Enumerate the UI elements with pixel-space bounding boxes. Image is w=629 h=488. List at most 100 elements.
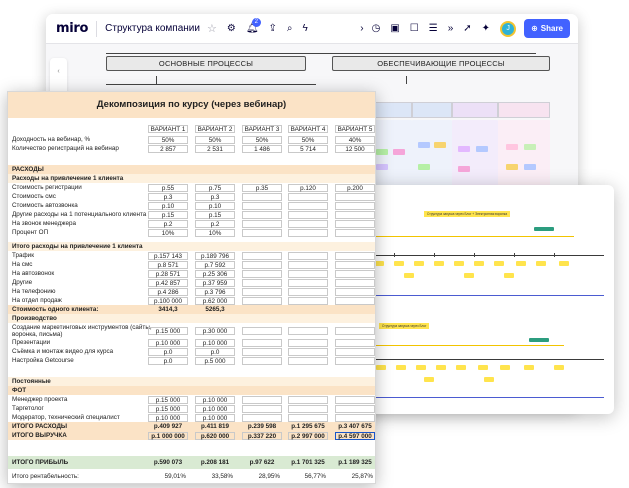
table-cell[interactable] xyxy=(242,404,282,413)
sticky-note[interactable] xyxy=(524,164,536,170)
table-cell[interactable]: р.15 000 xyxy=(148,326,188,335)
sticky-note[interactable] xyxy=(476,146,488,152)
table-cell[interactable] xyxy=(288,413,328,422)
table-cell[interactable] xyxy=(288,219,328,228)
sticky-note[interactable] xyxy=(418,142,430,148)
table-cell[interactable]: 2 531 xyxy=(195,144,235,153)
table-cell[interactable] xyxy=(288,356,328,365)
sticky-note[interactable] xyxy=(376,164,388,170)
table-cell[interactable] xyxy=(288,296,328,305)
table-cell[interactable] xyxy=(242,306,282,314)
table-cell[interactable] xyxy=(242,192,282,201)
table-cell[interactable]: р.189 796 xyxy=(195,251,235,260)
table-cell[interactable] xyxy=(335,269,375,278)
timeline-note[interactable] xyxy=(404,273,414,278)
table-cell[interactable]: р.409 927 xyxy=(153,422,183,430)
table-cell[interactable] xyxy=(288,338,328,347)
table-cell[interactable] xyxy=(242,278,282,287)
table-cell[interactable]: р.30 000 xyxy=(195,326,235,335)
table-cell[interactable]: 50% xyxy=(242,135,282,144)
table-cell[interactable]: р.42 857 xyxy=(148,278,188,287)
table-cell[interactable] xyxy=(242,326,282,335)
table-cell[interactable]: р.10 000 xyxy=(195,395,235,404)
table-cell[interactable] xyxy=(242,228,282,237)
table-cell[interactable]: 12 500 xyxy=(335,144,375,153)
timeline-note[interactable] xyxy=(524,365,534,370)
table-cell[interactable] xyxy=(335,251,375,260)
row-label[interactable]: Стоимость смс xyxy=(12,193,56,200)
table-cell[interactable] xyxy=(288,287,328,296)
table-cell[interactable]: 3414,3 xyxy=(158,305,178,313)
row-label[interactable]: Стоимость автозвонка xyxy=(12,202,78,209)
timeline-note[interactable] xyxy=(516,261,526,266)
table-cell[interactable]: р.0 xyxy=(195,347,235,356)
timeline-note[interactable] xyxy=(484,377,494,382)
table-cell[interactable] xyxy=(288,201,328,210)
table-cell[interactable]: 50% xyxy=(288,135,328,144)
table-cell[interactable] xyxy=(335,413,375,422)
table-cell[interactable] xyxy=(288,395,328,404)
table-cell[interactable]: р.10 000 xyxy=(148,413,188,422)
table-cell[interactable] xyxy=(242,201,282,210)
table-cell[interactable]: 1 486 xyxy=(242,144,282,153)
table-cell[interactable]: р.10 000 xyxy=(148,338,188,347)
table-cell[interactable] xyxy=(288,326,328,335)
table-cell[interactable] xyxy=(335,356,375,365)
table-cell[interactable] xyxy=(288,347,328,356)
row-label[interactable]: ИТОГО ПРИБЫЛЬ xyxy=(12,459,69,466)
table-cell[interactable] xyxy=(335,192,375,201)
row-label[interactable]: На автозвонок xyxy=(12,270,55,277)
table-cell[interactable]: р.3 xyxy=(195,192,235,201)
table-cell[interactable]: р.4 286 xyxy=(148,287,188,296)
table-cell[interactable] xyxy=(335,201,375,210)
table-cell[interactable]: р.75 xyxy=(195,183,235,192)
table-cell[interactable] xyxy=(335,338,375,347)
table-cell[interactable]: р.239 598 xyxy=(247,422,277,430)
more-icon[interactable]: » xyxy=(447,23,454,34)
row-label[interactable]: РАСХОДЫ xyxy=(12,166,44,173)
table-cell[interactable] xyxy=(288,306,328,314)
sticky-note[interactable] xyxy=(458,166,470,172)
row-label[interactable]: Расходы на привлечение 1 клиента xyxy=(12,175,124,182)
table-cell[interactable]: р.15 xyxy=(195,210,235,219)
table-cell[interactable]: 5 714 xyxy=(288,144,328,153)
timeline-note[interactable] xyxy=(396,365,406,370)
org-column-header[interactable] xyxy=(452,102,498,118)
timeline-note[interactable] xyxy=(454,261,464,266)
row-label[interactable]: Презентации xyxy=(12,339,51,346)
table-cell[interactable] xyxy=(288,228,328,237)
table-cell[interactable]: р.0 xyxy=(148,356,188,365)
row-label[interactable]: ИТОГО РАСХОДЫ xyxy=(12,423,68,430)
table-cell[interactable]: р.15 xyxy=(148,210,188,219)
table-cell[interactable]: р.37 959 xyxy=(195,278,235,287)
table-cell[interactable]: р.7 592 xyxy=(195,260,235,269)
table-cell[interactable]: р.97 622 xyxy=(249,458,275,466)
cursor-icon[interactable]: ➚ xyxy=(463,23,472,34)
row-label[interactable]: Стоимость одного клиента: xyxy=(12,306,99,313)
table-cell[interactable]: р.10 000 xyxy=(195,404,235,413)
bolt-icon[interactable]: ϟ xyxy=(302,23,308,34)
chevron-left-icon[interactable]: ‹ xyxy=(57,68,60,75)
timeline-note[interactable] xyxy=(500,365,510,370)
timeline-block[interactable] xyxy=(529,338,549,342)
timeline-note[interactable] xyxy=(434,261,444,266)
share-button[interactable]: ⊕ Share xyxy=(524,19,570,38)
timeline-note[interactable] xyxy=(554,365,564,370)
table-cell[interactable]: р.337 220 xyxy=(242,431,282,440)
table-cell[interactable]: р.55 xyxy=(148,183,188,192)
sticky-note[interactable] xyxy=(458,146,470,152)
table-cell[interactable]: р.3 796 xyxy=(195,287,235,296)
table-cell[interactable] xyxy=(335,395,375,404)
row-label[interactable]: ИТОГО ВЫРУЧКА xyxy=(12,432,67,439)
table-cell[interactable] xyxy=(242,356,282,365)
table-cell[interactable]: р.100 000 xyxy=(148,296,188,305)
table-cell[interactable]: р.1 701 325 xyxy=(291,458,325,466)
table-cell[interactable] xyxy=(242,269,282,278)
avatar[interactable]: J xyxy=(500,20,517,37)
table-cell[interactable] xyxy=(242,296,282,305)
sticky-note[interactable] xyxy=(434,142,446,148)
timeline-note[interactable] xyxy=(504,273,514,278)
table-cell[interactable] xyxy=(242,338,282,347)
org-column-header[interactable] xyxy=(498,102,550,118)
row-label[interactable]: Таргетолог xyxy=(12,405,44,412)
